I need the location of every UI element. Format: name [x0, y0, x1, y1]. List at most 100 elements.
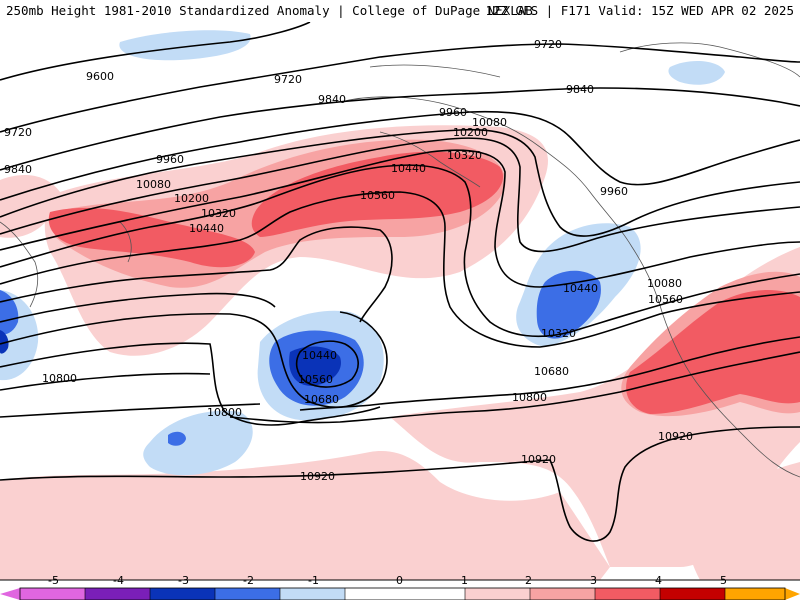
colorbar-tick-label: 4 [655, 574, 662, 587]
contour-label: 10920 [300, 470, 335, 483]
anomaly-map: 9600 9720 9720 9720 9840 9840 9840 9960 … [0, 22, 800, 600]
contour-line [0, 372, 211, 391]
contour-label: 10440 [563, 282, 598, 295]
colorbar: -5 -4 -3 -2 -1 0 1 2 3 4 5 [0, 574, 800, 600]
coastline [369, 64, 501, 78]
colorbar-tick-label: -1 [308, 574, 319, 587]
positive-anomaly-region [251, 151, 504, 237]
contour-label: 10800 [42, 372, 77, 385]
colorbar-segment [280, 588, 345, 600]
contour-label: 10080 [136, 178, 171, 191]
contour-label: 10800 [207, 406, 242, 419]
height-contours [0, 22, 800, 542]
contour-line [0, 226, 393, 323]
negative-anomaly-region [168, 431, 186, 446]
contour-line [0, 292, 276, 323]
colorbar-segment [345, 588, 465, 600]
contour-label: 10320 [447, 149, 482, 162]
colorbar-tick-label: 5 [720, 574, 727, 587]
coastline [379, 131, 481, 188]
positive-anomaly-region [0, 451, 610, 580]
contour-line [0, 164, 800, 338]
coastline [119, 221, 132, 263]
coastlines [0, 42, 800, 478]
contour-label: 10920 [658, 430, 693, 443]
contour-label: 10560 [648, 293, 683, 306]
contour-label: 10440 [302, 349, 337, 362]
contour-label: 10200 [453, 126, 488, 139]
contour-label: 10800 [512, 391, 547, 404]
coastline [749, 441, 800, 478]
colorbar-tick-label: -3 [178, 574, 189, 587]
negative-anomaly-region [289, 346, 341, 386]
contour-line [0, 149, 800, 288]
contour-label: 9600 [86, 70, 114, 83]
contour-label: 10440 [391, 162, 426, 175]
positive-anomaly-region [48, 207, 255, 268]
positive-anomaly-region [688, 462, 800, 580]
contour-line [0, 191, 800, 348]
colorbar-tick-label: -4 [113, 574, 124, 587]
colorbar-segment [150, 588, 215, 600]
negative-anomaly-region [536, 270, 601, 339]
colorbar-tick-label: 2 [525, 574, 532, 587]
colorbar-segment [465, 588, 530, 600]
negative-anomaly-region [143, 410, 253, 476]
contour-label: 10320 [201, 207, 236, 220]
contour-line [0, 110, 800, 201]
contour-line [0, 87, 800, 171]
coastline [539, 146, 663, 313]
contour-line [0, 22, 311, 81]
contour-line [0, 311, 388, 408]
contour-label: 9720 [274, 73, 302, 86]
contour-line [0, 43, 800, 133]
contour-label: 10440 [189, 222, 224, 235]
contour-label: 9840 [4, 163, 32, 176]
contour-label: 10200 [174, 192, 209, 205]
contour-label: 9720 [534, 38, 562, 51]
coastline [619, 42, 800, 78]
coastline [661, 311, 751, 443]
contour-label: 9960 [600, 185, 628, 198]
colorbar-segment [85, 588, 150, 600]
contour-line [229, 351, 800, 424]
contour-line [0, 426, 800, 542]
contour-label: 10560 [298, 373, 333, 386]
contour-label: 10560 [360, 189, 395, 202]
contour-label: 9720 [4, 126, 32, 139]
contour-line [0, 137, 800, 253]
contour-label: 9960 [156, 153, 184, 166]
contour-line [0, 342, 381, 426]
contour-label: 9840 [566, 83, 594, 96]
contour-line [0, 403, 261, 418]
contour-line [295, 340, 359, 388]
coastline [339, 96, 541, 148]
contour-label: 10080 [647, 277, 682, 290]
contour-label: 10320 [541, 327, 576, 340]
colorbar-segment [660, 588, 725, 600]
colorbar-tick-label: -2 [243, 574, 254, 587]
contour-label: 10680 [304, 393, 339, 406]
colorbar-tick-label: 1 [461, 574, 468, 587]
colorbar-segment [215, 588, 280, 600]
colorbar-min-arrow [0, 588, 20, 600]
contour-label: 10680 [534, 365, 569, 378]
colorbar-segment [20, 588, 85, 600]
negative-anomaly-region [119, 30, 251, 61]
contour-label: 9840 [318, 93, 346, 106]
colorbar-tick-label: -5 [48, 574, 59, 587]
model-run-info: 12Z GFS | F171 Valid: 15Z WED APR 02 202… [485, 3, 794, 18]
contour-label: 9960 [439, 106, 467, 119]
negative-anomaly-region [668, 60, 725, 85]
contour-line [299, 336, 800, 411]
contour-labels: 9600 9720 9720 9720 9840 9840 9840 9960 … [4, 38, 693, 483]
positive-anomaly-region [626, 290, 800, 414]
negative-anomaly-region [0, 330, 9, 354]
contour-label: 10080 [472, 116, 507, 129]
colorbar-segment [725, 588, 785, 600]
colorbar-tick-label: 0 [396, 574, 403, 587]
colorbar-outline [19, 587, 786, 600]
colorbar-segment [595, 588, 660, 600]
contour-line [0, 128, 800, 237]
